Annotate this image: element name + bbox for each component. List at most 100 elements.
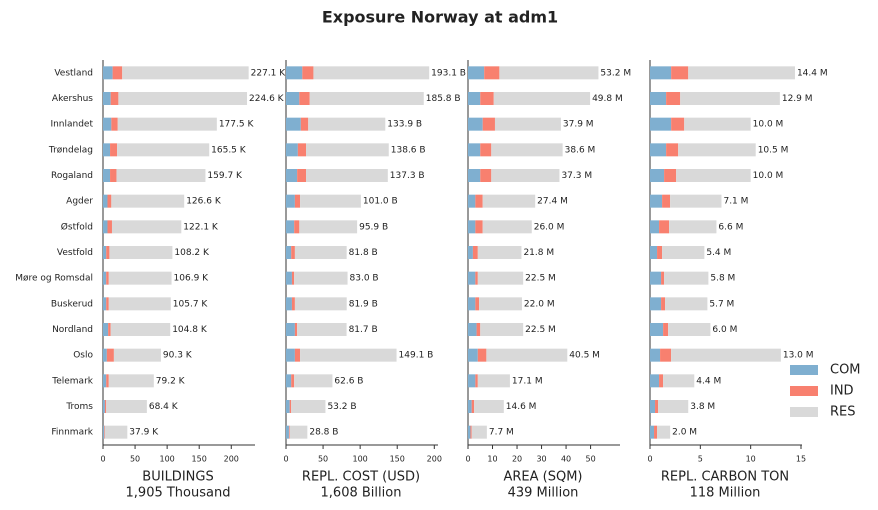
bar-segment [289, 425, 308, 439]
bar-segment [103, 169, 111, 182]
bar-segment [112, 66, 123, 80]
x-axis-label: REPL. COST (USD) [302, 470, 420, 485]
bar-segment [475, 297, 480, 311]
bar-segment [650, 297, 662, 311]
bar-segment [103, 297, 107, 311]
bar-segment [111, 220, 182, 234]
bar-segment [297, 143, 307, 157]
y-tick-label: Finnmark [51, 428, 93, 438]
bar-segment [477, 374, 510, 388]
data-label: 22.5 M [525, 325, 556, 335]
bar-segment [103, 220, 108, 234]
x-axis-label: REPL. CARBON TON [661, 470, 789, 485]
data-label: 5.7 M [709, 299, 734, 309]
bar-segment [650, 348, 661, 362]
bar-segment [103, 425, 105, 439]
bar-segment [494, 117, 561, 131]
bar-segment [286, 271, 292, 285]
bar-segment [493, 92, 591, 105]
bar-segment [661, 271, 665, 285]
bar-segment [468, 271, 476, 285]
data-label: 13.0 M [783, 351, 814, 361]
x-tick-label: 200 [224, 455, 239, 464]
bar-segment [650, 271, 662, 285]
data-label: 83.0 B [350, 274, 379, 284]
bar-segment [117, 117, 217, 131]
y-tick-label: Rogaland [51, 171, 93, 181]
bar-segment [671, 117, 685, 131]
bar-segment [106, 297, 109, 311]
legend-label: IND [830, 384, 854, 399]
bar-segment [286, 92, 300, 105]
bar-segment [669, 220, 717, 234]
x-tick-label: 30 [536, 455, 546, 464]
bar-segment [671, 66, 689, 80]
bar-segment [103, 246, 107, 259]
bar-segment [475, 194, 483, 208]
bar-segment [670, 194, 722, 208]
bar-segment [291, 297, 295, 311]
bar-segment [664, 271, 709, 285]
bar-segment [482, 117, 495, 131]
bar-segment [286, 220, 295, 234]
bar-segment [477, 246, 522, 259]
bar-segment [294, 194, 301, 208]
bar-segment [468, 246, 473, 259]
data-label: 81.9 B [349, 299, 378, 309]
data-label: 14.4 M [797, 68, 828, 78]
bar-segment [468, 374, 476, 388]
bar-segment [309, 92, 424, 105]
bar-segment [468, 348, 478, 362]
bar-segment [474, 400, 504, 413]
bar-segment [482, 220, 532, 234]
bar-segment [659, 374, 664, 388]
data-label: 37.9 K [129, 428, 159, 438]
bar-segment [650, 194, 663, 208]
data-label: 10.0 M [753, 120, 784, 130]
bar-segment [103, 143, 111, 157]
bar-segment [662, 194, 671, 208]
bar-segment [110, 323, 171, 336]
bar-segment [663, 374, 695, 388]
bar-segment [103, 348, 107, 362]
data-label: 105.7 K [173, 299, 209, 309]
x-tick-label: 20 [512, 455, 522, 464]
data-label: 53.2 M [600, 68, 631, 78]
x-tick-label: 150 [192, 455, 207, 464]
bar-segment [294, 220, 300, 234]
x-axis-label-sub: 118 Million [690, 486, 761, 501]
bar-segment [468, 143, 481, 157]
bar-segment [116, 169, 206, 182]
bar-segment [684, 117, 751, 131]
bar-segment [665, 297, 708, 311]
bar-segment [472, 246, 478, 259]
bar-segment [103, 117, 112, 131]
data-label: 37.3 M [561, 171, 592, 181]
bar-segment [103, 323, 109, 336]
bar-segment [657, 425, 671, 439]
bar-segment [499, 66, 599, 80]
y-tick-label: Vestfold [57, 248, 93, 258]
bar-segment [650, 92, 667, 105]
x-tick-label: 10 [746, 455, 756, 464]
bar-segment [113, 348, 161, 362]
bar-segment [491, 169, 560, 182]
y-tick-label: Telemark [51, 376, 94, 386]
bar-segment [300, 117, 309, 131]
bar-segment [110, 92, 119, 105]
bar-segment [658, 400, 689, 413]
bar-segment [666, 92, 681, 105]
data-label: 138.6 B [391, 145, 426, 155]
bar-segment [650, 117, 672, 131]
x-tick-label: 50 [585, 455, 595, 464]
y-tick-label: Buskerud [51, 299, 93, 309]
bar-segment [103, 271, 107, 285]
data-label: 21.8 M [523, 248, 554, 258]
bar-segment [294, 297, 347, 311]
data-label: 104.8 K [172, 325, 208, 335]
bar-segment [291, 374, 295, 388]
bar-segment [118, 92, 248, 105]
bar-segment [475, 220, 483, 234]
x-axis-label-sub: 1,905 Thousand [126, 486, 231, 501]
